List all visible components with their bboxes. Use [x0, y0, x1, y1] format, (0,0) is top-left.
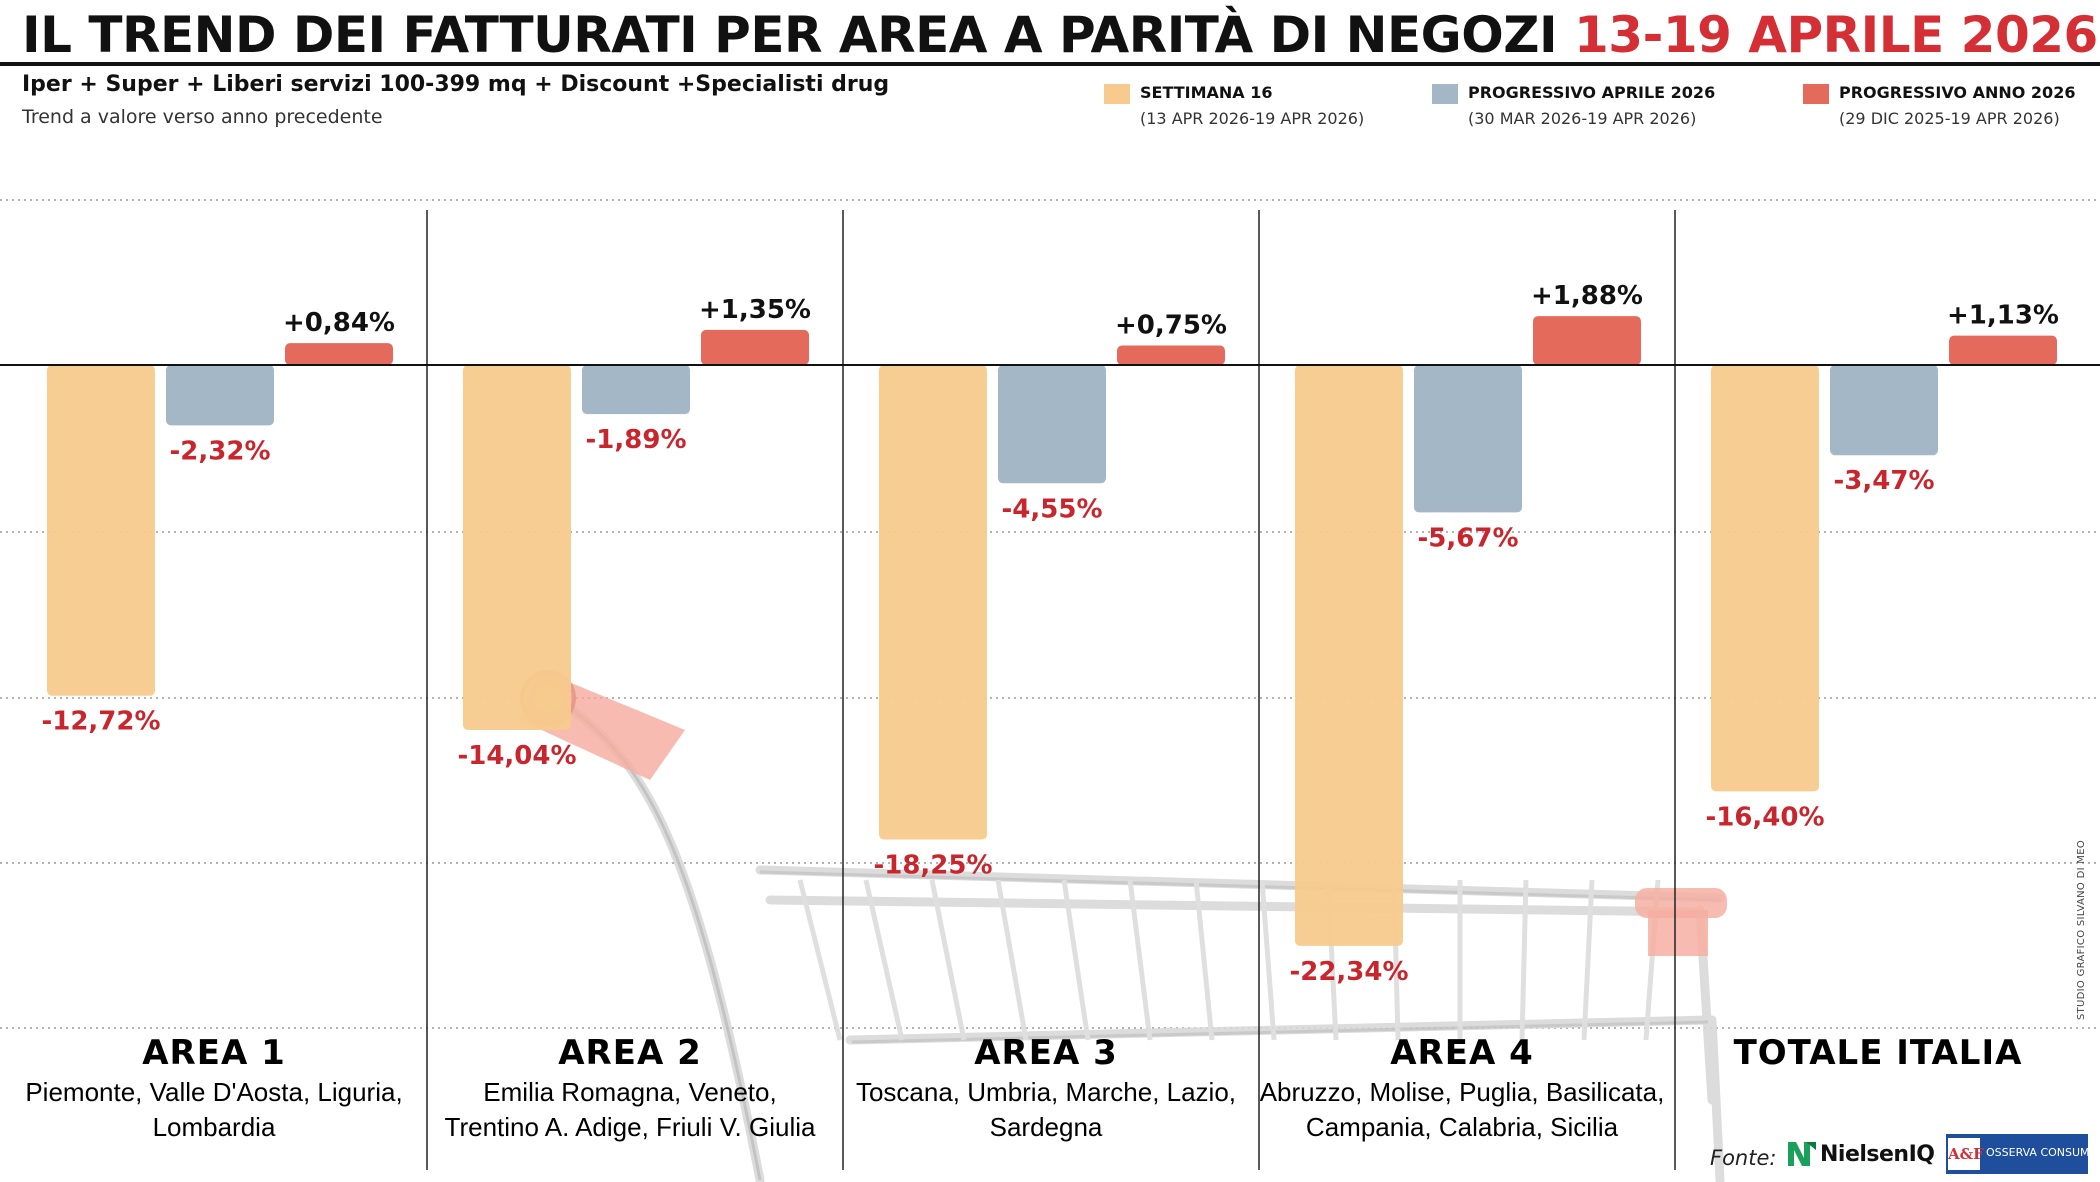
cart-rib: [797, 879, 843, 1041]
category-label: TOTALE ITALIA: [1734, 1033, 2023, 1073]
legend-sublabel: (29 DIC 2025-19 APR 2026): [1839, 109, 2060, 128]
bar-progressivo-aprile: [1830, 365, 1938, 456]
af-logo-mark: A&F: [1948, 1138, 1984, 1170]
data-label-progressivo-aprile: -1,89%: [586, 425, 687, 455]
cart-rib: [1193, 879, 1215, 1041]
gridlines: [0, 199, 2100, 1029]
data-label-progressivo-anno: +0,75%: [1115, 311, 1227, 341]
category-description: Toscana, Umbria, Marche, Lazio,: [856, 1077, 1236, 1107]
legend-label: PROGRESSIVO ANNO 2026: [1839, 83, 2076, 102]
bar-progressivo-anno: [1533, 316, 1641, 365]
cart-rib: [1127, 879, 1153, 1041]
bar-settimana: [1711, 365, 1819, 792]
data-label-settimana: -12,72%: [41, 707, 160, 737]
cart-rib: [1259, 879, 1277, 1041]
legend-swatch: [1803, 84, 1829, 104]
title-main: IL TREND DEI FATTURATI PER AREA A PARITÀ…: [22, 6, 1558, 64]
category-description: Piemonte, Valle D'Aosta, Liguria,: [25, 1077, 402, 1107]
category-description: Sardegna: [990, 1112, 1103, 1142]
legend-swatch: [1104, 84, 1130, 104]
category-label: AREA 2: [558, 1033, 702, 1073]
category-description: Trentino A. Adige, Friuli V. Giulia: [445, 1112, 816, 1142]
bar-series: [47, 316, 2057, 946]
bar-progressivo-aprile: [998, 365, 1106, 484]
source-nielseniq: NielsenIQ: [1820, 1142, 1935, 1167]
data-label-progressivo-aprile: -2,32%: [170, 436, 271, 466]
bar-progressivo-anno: [285, 343, 393, 365]
source-label: Fonte:: [1710, 1146, 1777, 1170]
bar-settimana: [463, 365, 571, 731]
data-label-progressivo-anno: +1,35%: [699, 295, 811, 325]
bar-progressivo-anno: [1117, 345, 1225, 365]
cart-rib: [929, 879, 967, 1041]
category-description: Emilia Romagna, Veneto,: [483, 1077, 776, 1107]
category-description: Abruzzo, Molise, Puglia, Basilicata,: [1260, 1077, 1665, 1107]
bar-progressivo-aprile: [166, 365, 274, 426]
chart-title: IL TREND DEI FATTURATI PER AREA A PARITÀ…: [22, 6, 2098, 64]
bar-settimana: [1295, 365, 1403, 946]
cart-rib: [995, 879, 1029, 1041]
data-label-progressivo-aprile: -5,67%: [1418, 523, 1519, 553]
bar-progressivo-aprile: [1414, 365, 1522, 513]
data-label-settimana: -18,25%: [873, 851, 992, 881]
cart-rib: [863, 879, 905, 1041]
bar-progressivo-anno: [701, 329, 809, 365]
category-description: Campania, Calabria, Sicilia: [1306, 1112, 1619, 1142]
nielseniq-logo-icon: [1788, 1142, 1816, 1166]
data-label-progressivo-anno: +0,84%: [283, 308, 395, 338]
bar-settimana: [879, 365, 987, 840]
osserva-consumi-logo: A&F OSSERVA CONSUMI: [1946, 1134, 2093, 1174]
data-label-settimana: -16,40%: [1705, 802, 1824, 832]
bar-progressivo-anno: [1949, 335, 2057, 365]
shopping-cart-illustration: [520, 670, 1727, 1182]
data-label-progressivo-anno: +1,13%: [1947, 301, 2059, 331]
bar-progressivo-aprile: [582, 365, 690, 415]
area-dividers: [426, 210, 1676, 1170]
cart-rib: [1519, 879, 1529, 1041]
data-label-settimana: -22,34%: [1289, 957, 1408, 987]
legend-sublabel: (30 MAR 2026-19 APR 2026): [1468, 109, 1697, 128]
category-labels: AREA 1 Piemonte, Valle D'Aosta, Liguria, L…: [25, 1033, 2023, 1142]
data-label-settimana: -14,04%: [457, 741, 576, 771]
title-rule: [0, 62, 2100, 66]
chart-subtitle: Iper + Super + Liberi servizi 100-399 mq…: [22, 72, 890, 97]
category-label: AREA 1: [142, 1033, 286, 1073]
source-osserva-consumi: OSSERVA CONSUMI: [1986, 1146, 2093, 1159]
value-labels: -12,72% -2,32% +0,84% -14,04% -1,89% +1,35% -1…: [41, 281, 2059, 987]
title-dates: 13-19 APRILE 2026: [1573, 6, 2098, 64]
data-label-progressivo-aprile: -3,47%: [1834, 466, 1935, 496]
cart-rib: [1581, 879, 1595, 1041]
legend-label: SETTIMANA 16: [1140, 83, 1273, 102]
data-label-progressivo-aprile: -4,55%: [1002, 494, 1103, 524]
legend-label: PROGRESSIVO APRILE 2026: [1468, 83, 1716, 102]
cart-rib: [1061, 879, 1091, 1041]
chart-subtitle-secondary: Trend a valore verso anno precedente: [22, 106, 383, 128]
legend-sublabel: (13 APR 2026-19 APR 2026): [1140, 109, 1365, 128]
category-label: AREA 3: [974, 1033, 1118, 1073]
graphics-credit: STUDIO GRAFICO SILVANO DI MEO: [2076, 839, 2087, 1020]
bar-settimana: [47, 365, 155, 696]
legend-swatch: [1432, 84, 1458, 104]
category-description: Lombardia: [153, 1112, 276, 1142]
data-label-progressivo-anno: +1,88%: [1531, 281, 1643, 311]
category-label: AREA 4: [1390, 1033, 1534, 1073]
